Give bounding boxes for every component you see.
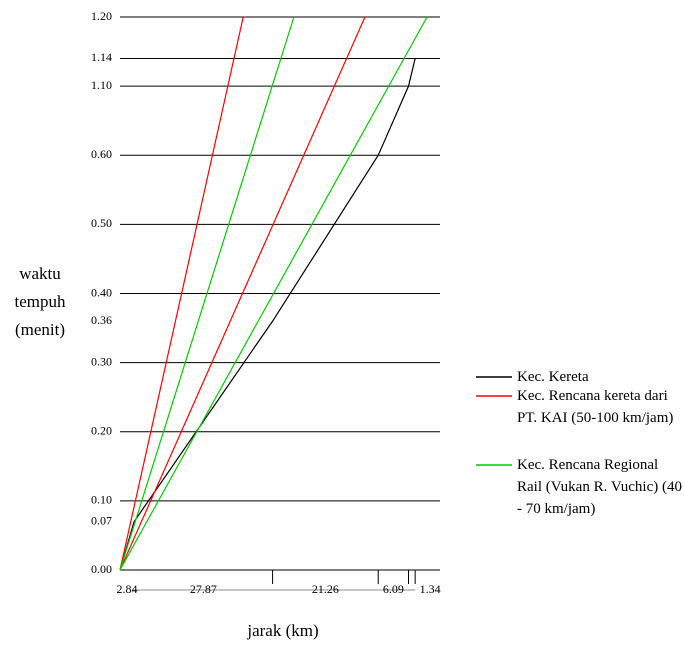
x-segment-label: 2.84 [117, 582, 138, 596]
y-tick-label: 1.20 [91, 9, 112, 23]
legend-label: Kec. Kereta [517, 369, 589, 385]
x-segment-label: 1.34 [420, 582, 441, 596]
series-line [119, 16, 428, 571]
x-segment-label: 27.87 [190, 582, 217, 596]
y-tick-label: 0.07 [91, 513, 112, 527]
y-tick-label: 0.20 [91, 424, 112, 438]
series-line [119, 16, 244, 571]
legend-label: Kec. Rencana kereta dari PT. KAI (50-100… [517, 388, 679, 426]
legend-label: Kec. Rencana Regional Rail (Vukan R. Vuc… [517, 457, 682, 517]
y-tick-label: 0.00 [91, 562, 112, 576]
y-tick-label: 1.10 [91, 78, 112, 92]
series-line [119, 16, 366, 571]
y-tick-label: 0.36 [91, 313, 112, 327]
y-tick-label: 1.14 [91, 50, 112, 64]
x-segment-label: 21.26 [312, 582, 339, 596]
series-line [119, 16, 295, 571]
y-tick-label: 0.10 [91, 493, 112, 507]
y-axis-label: waktu tempuh (menit) [14, 264, 66, 339]
y-tick-label: 0.50 [91, 216, 112, 230]
y-tick-label: 0.30 [91, 354, 112, 368]
x-axis-label: jarak (km) [247, 621, 319, 640]
series-line [119, 58, 416, 571]
x-segment-label: 6.09 [383, 582, 404, 596]
y-tick-label: 0.40 [91, 285, 112, 299]
y-tick-label: 0.60 [91, 147, 112, 161]
